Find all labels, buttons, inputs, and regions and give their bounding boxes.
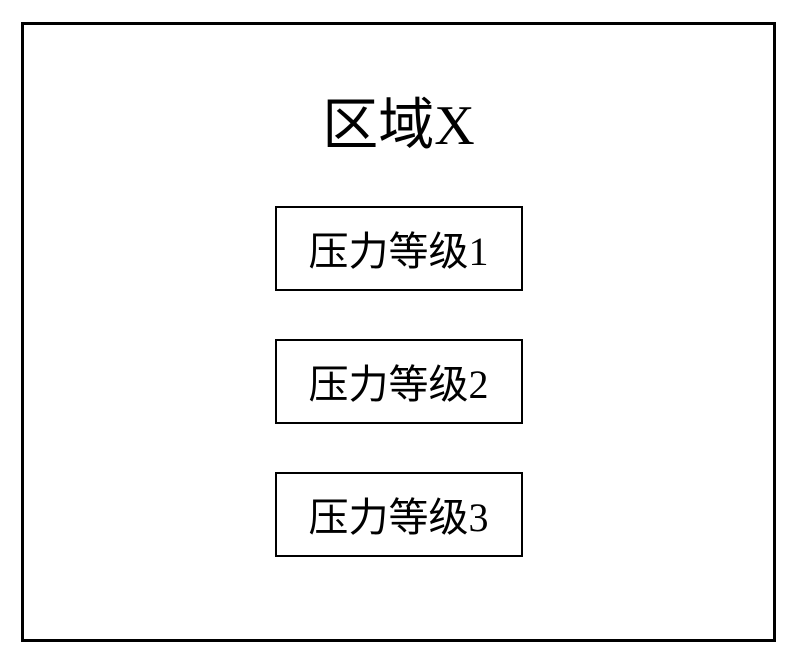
pressure-level-1-box: 压力等级1 <box>275 206 523 291</box>
region-container: 区域X 压力等级1 压力等级2 压力等级3 <box>21 22 776 642</box>
pressure-level-3-box: 压力等级3 <box>275 472 523 557</box>
pressure-level-2-box: 压力等级2 <box>275 339 523 424</box>
region-title: 区域X <box>322 80 474 161</box>
